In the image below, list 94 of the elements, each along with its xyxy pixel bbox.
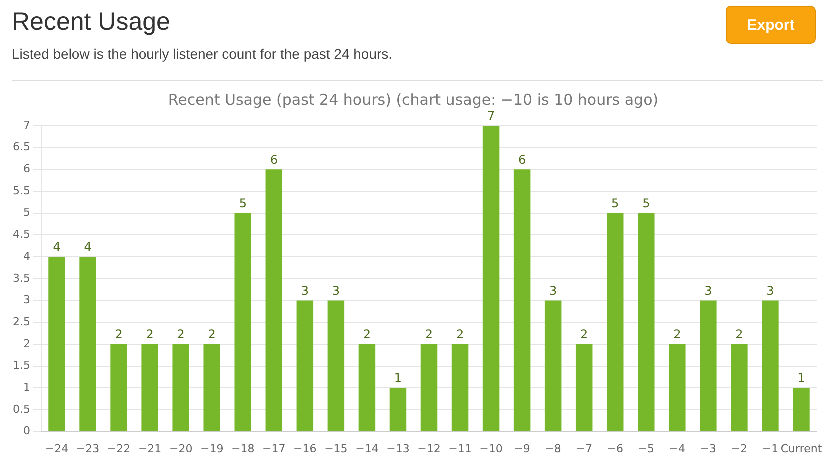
data-label: 3 xyxy=(332,284,340,298)
bar xyxy=(638,213,655,432)
x-tick-label: −12 xyxy=(418,442,441,456)
x-tick-label: −22 xyxy=(107,442,131,456)
y-tick-label: 1 xyxy=(23,380,30,394)
x-tick-label: −1 xyxy=(762,442,779,456)
bar xyxy=(266,170,283,432)
y-tick-label: 3.5 xyxy=(12,272,30,285)
data-label: 2 xyxy=(115,328,123,342)
bar xyxy=(390,388,407,432)
bar xyxy=(110,344,128,432)
data-label: 4 xyxy=(53,240,61,254)
bar xyxy=(420,344,438,432)
data-label: 6 xyxy=(270,152,278,167)
data-label: 5 xyxy=(612,196,620,210)
bar xyxy=(358,344,376,432)
x-tick-label: −2 xyxy=(731,442,748,456)
y-tick-label: 2.5 xyxy=(12,315,30,328)
data-label: 7 xyxy=(487,109,496,124)
y-tick-label: 4.5 xyxy=(12,228,30,242)
bar xyxy=(234,213,252,432)
bar xyxy=(204,344,220,432)
bar xyxy=(172,344,190,432)
data-label: 4 xyxy=(84,240,92,254)
y-tick-label: 2 xyxy=(23,337,30,350)
x-tick-label: −19 xyxy=(200,442,224,456)
data-label: 3 xyxy=(550,284,558,298)
bar xyxy=(544,300,562,432)
bar xyxy=(482,126,500,432)
x-tick-label: −20 xyxy=(169,442,193,456)
data-label: 2 xyxy=(736,328,744,342)
x-tick-label: −23 xyxy=(76,442,100,456)
data-label: 5 xyxy=(642,196,650,210)
y-tick-label: 0 xyxy=(23,424,30,438)
bar xyxy=(328,300,345,432)
chart-subtitle: Listed below is the hourly listener count for the past 24 hours. xyxy=(12,46,393,62)
data-label: 3 xyxy=(766,284,774,298)
bar xyxy=(452,344,469,432)
y-tick-label: 4 xyxy=(23,250,30,263)
x-tick-label: −3 xyxy=(700,442,717,456)
x-tick-label: −6 xyxy=(607,442,624,456)
data-label: 6 xyxy=(518,152,526,167)
x-tick-label: −4 xyxy=(669,442,686,456)
bar xyxy=(700,300,717,432)
bar xyxy=(514,170,531,432)
x-tick-label: −8 xyxy=(545,442,562,456)
y-tick-label: 0.5 xyxy=(12,402,30,416)
bar xyxy=(80,257,96,432)
x-tick-label: −18 xyxy=(232,442,255,456)
x-tick-label: Current xyxy=(780,442,823,456)
y-tick-label: 5 xyxy=(23,206,30,220)
data-label: 2 xyxy=(456,328,464,342)
x-tick-label: −14 xyxy=(356,442,379,456)
data-label: 3 xyxy=(301,284,309,298)
bar xyxy=(48,257,66,432)
text: Recent Usage (past 24 hours) (chart usage: −10 is 10 hours ago) xyxy=(168,90,659,109)
data-label: 2 xyxy=(177,328,185,342)
x-tick-label: −7 xyxy=(576,442,592,456)
data-label: 1 xyxy=(394,371,402,386)
x-tick-label: −9 xyxy=(514,442,530,456)
data-label: 1 xyxy=(798,371,806,386)
x-tick-label: −21 xyxy=(138,442,162,456)
x-tick-label: −24 xyxy=(45,442,69,456)
data-label: 2 xyxy=(363,328,372,342)
y-tick-label: 6.5 xyxy=(12,140,30,154)
data-label: 5 xyxy=(239,196,247,210)
bar xyxy=(296,300,314,432)
bar xyxy=(142,344,158,432)
y-tick-label: 7 xyxy=(23,118,30,132)
bar xyxy=(576,344,593,432)
data-label: 3 xyxy=(704,284,712,298)
data-label: 2 xyxy=(208,328,216,342)
x-tick-label: −17 xyxy=(262,442,286,456)
x-tick-label: −15 xyxy=(324,442,348,456)
data-label: 2 xyxy=(146,328,154,342)
x-tick-label: −13 xyxy=(386,442,410,456)
data-label: 2 xyxy=(674,328,682,342)
data-label: 2 xyxy=(580,328,588,342)
bar xyxy=(606,213,624,432)
data-label: 2 xyxy=(425,328,434,342)
x-tick-label: −11 xyxy=(448,442,472,456)
y-tick-label: 5.5 xyxy=(12,184,30,198)
x-tick-label: −16 xyxy=(294,442,317,456)
bar xyxy=(762,300,779,432)
bar xyxy=(731,344,748,432)
x-tick-label: −5 xyxy=(638,442,654,456)
y-tick-label: 6 xyxy=(23,162,30,176)
export-button[interactable]: Export xyxy=(726,6,816,44)
bar xyxy=(669,344,686,432)
y-tick-label: 1.5 xyxy=(12,359,30,372)
chart-title: Recent Usage xyxy=(12,8,170,37)
bar xyxy=(793,388,810,432)
x-tick-label: −10 xyxy=(480,442,503,456)
y-tick-label: 3 xyxy=(23,294,30,307)
